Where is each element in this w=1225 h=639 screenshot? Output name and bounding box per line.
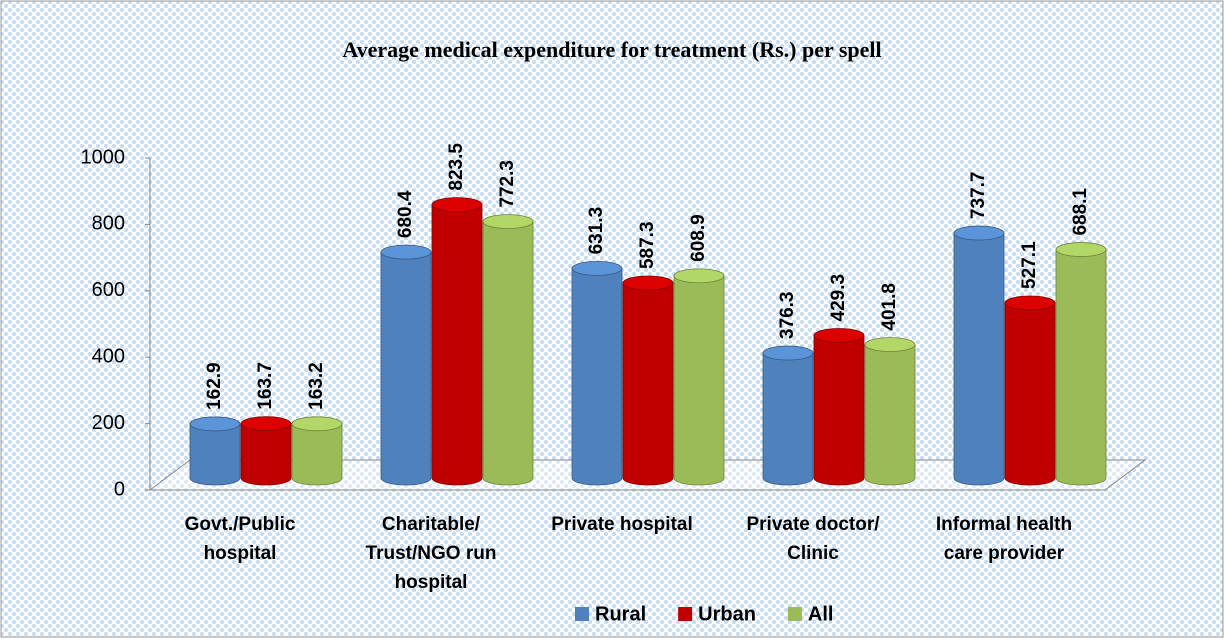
- bar-body: [953, 232, 1005, 486]
- y-tick-label: 600: [92, 279, 125, 301]
- bar-body: [571, 268, 623, 486]
- data-label: 527.1: [1019, 241, 1040, 289]
- bar: [189, 416, 241, 486]
- bar: [864, 337, 916, 486]
- bar: [431, 197, 483, 486]
- x-tick-label: Charitable/ Trust/NGO run hospital: [365, 514, 497, 593]
- bar-top: [673, 268, 725, 284]
- bar-body: [482, 221, 534, 486]
- bar-top: [482, 214, 534, 229]
- data-label: 688.1: [1070, 188, 1091, 236]
- legend-label: Urban: [698, 603, 756, 625]
- y-tick-label: 800: [92, 213, 125, 235]
- data-label: 680.4: [395, 190, 416, 238]
- bar-top: [953, 225, 1005, 241]
- y-tick-label: 1000: [81, 146, 126, 168]
- bar: [240, 416, 292, 486]
- bar: [673, 268, 725, 486]
- bar-body: [864, 344, 916, 486]
- data-label: 772.3: [497, 160, 518, 208]
- x-tick-label: Private doctor/ Clinic: [746, 514, 880, 564]
- bar-top: [864, 337, 916, 353]
- data-label: 823.5: [446, 143, 467, 191]
- y-tick-label: 200: [92, 412, 125, 434]
- bar: [813, 328, 865, 486]
- bar-top: [291, 416, 343, 432]
- bar-body: [1004, 302, 1056, 486]
- bar-top: [1004, 295, 1056, 311]
- x-tick-label: Informal health care provider: [935, 514, 1073, 564]
- data-label: 587.3: [637, 221, 658, 269]
- data-label: 376.3: [777, 292, 798, 340]
- bar-body: [240, 423, 292, 486]
- bar: [291, 416, 343, 486]
- bar-top: [813, 328, 865, 343]
- bar: [953, 225, 1005, 486]
- chart-title: Average medical expenditure for treatmen…: [342, 37, 881, 62]
- bar-top: [762, 345, 814, 361]
- data-label: 163.2: [306, 362, 327, 410]
- data-label: 163.7: [255, 362, 276, 410]
- legend-swatch: [787, 607, 802, 621]
- bar: [762, 345, 814, 486]
- bar-body: [622, 282, 674, 486]
- bar-top: [571, 261, 623, 276]
- y-tick-label: 0: [114, 478, 125, 500]
- data-label: 608.9: [688, 214, 709, 262]
- bar-top: [622, 275, 674, 291]
- data-label: 401.8: [879, 283, 900, 331]
- bar-top: [1055, 242, 1107, 257]
- bar-body: [813, 335, 865, 486]
- legend-swatch: [575, 607, 589, 621]
- bar-top: [240, 416, 292, 432]
- bar-body: [762, 352, 814, 486]
- x-tick-label: Govt./Public hospital: [184, 514, 296, 564]
- bar: [1004, 295, 1056, 486]
- data-label: 162.9: [204, 362, 225, 410]
- data-label: 429.3: [828, 274, 849, 322]
- legend-label: All: [808, 603, 834, 625]
- legend-label: Rural: [595, 603, 646, 625]
- x-tick-label: Private hospital: [551, 514, 693, 535]
- legend-swatch: [678, 607, 693, 621]
- bar: [482, 214, 534, 486]
- data-label: 737.7: [968, 172, 989, 220]
- bar-body: [1055, 249, 1107, 486]
- bar: [1055, 242, 1107, 486]
- y-tick-label: 400: [92, 345, 125, 367]
- bar-body: [380, 251, 432, 486]
- data-label: 631.3: [586, 207, 607, 255]
- bar-body: [431, 204, 483, 486]
- bar: [380, 244, 432, 486]
- bar-top: [380, 244, 432, 260]
- bar-top: [431, 197, 483, 212]
- bar-body: [189, 423, 241, 486]
- bar: [571, 261, 623, 486]
- bar-body: [673, 275, 725, 486]
- bar-top: [189, 416, 241, 432]
- bar: [622, 275, 674, 486]
- bar-body: [291, 423, 343, 486]
